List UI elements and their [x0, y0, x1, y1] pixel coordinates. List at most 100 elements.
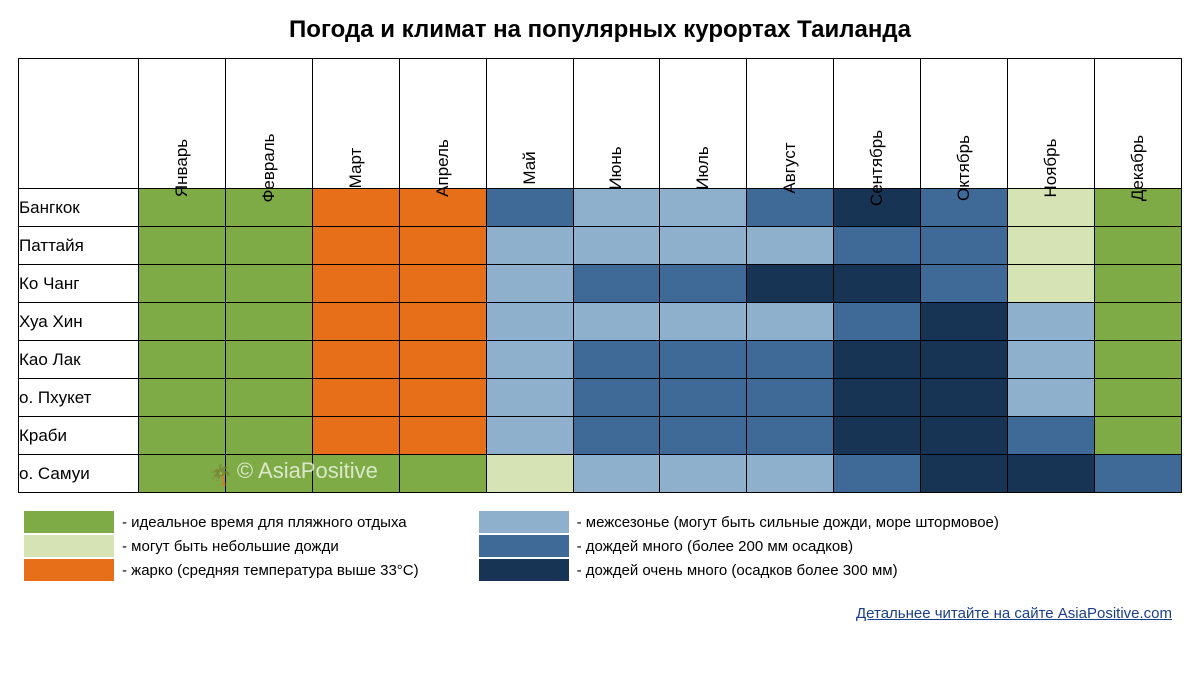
legend-label: - жарко (средняя температура выше 33°С) — [122, 562, 419, 579]
month-header: Август — [747, 59, 834, 189]
heatmap-cell — [921, 341, 1008, 379]
month-label: Ноябрь — [1041, 139, 1061, 198]
heatmap-cell — [1008, 303, 1095, 341]
legend-item: - жарко (средняя температура выше 33°С) — [24, 559, 419, 581]
heatmap-cell — [921, 417, 1008, 455]
heatmap-cell — [747, 265, 834, 303]
heatmap-cell — [1008, 265, 1095, 303]
month-label: Январь — [172, 139, 192, 197]
month-header: Декабрь — [1094, 59, 1181, 189]
heatmap-cell — [399, 227, 486, 265]
heatmap-cell — [312, 379, 399, 417]
heatmap-cell — [312, 227, 399, 265]
heatmap-cell — [1094, 417, 1181, 455]
heatmap-cell — [573, 341, 660, 379]
heatmap-cell — [225, 341, 312, 379]
month-label: Февраль — [259, 133, 279, 202]
legend: - идеальное время для пляжного отдыха - м… — [18, 511, 1182, 581]
heatmap-cell — [747, 379, 834, 417]
table-container: ЯнварьФевральМартАпрельМайИюньИюльАвгуст… — [18, 58, 1182, 493]
corner-cell — [19, 59, 139, 189]
heatmap-cell — [1008, 379, 1095, 417]
legend-left: - идеальное время для пляжного отдыха - м… — [24, 511, 419, 581]
heatmap-cell — [312, 303, 399, 341]
heatmap-cell — [486, 189, 573, 227]
month-header: Сентябрь — [834, 59, 921, 189]
legend-label: - межсезонье (могут быть сильные дожди, … — [577, 514, 999, 531]
heatmap-cell — [399, 455, 486, 493]
month-header: Октябрь — [921, 59, 1008, 189]
month-header: Март — [312, 59, 399, 189]
heatmap-cell — [486, 455, 573, 493]
heatmap-cell — [747, 303, 834, 341]
month-header: Январь — [139, 59, 226, 189]
legend-swatch — [479, 535, 569, 557]
heatmap-cell — [660, 379, 747, 417]
heatmap-cell — [573, 189, 660, 227]
heatmap-cell — [573, 417, 660, 455]
heatmap-cell — [921, 227, 1008, 265]
resort-label: Краби — [19, 417, 139, 455]
legend-item: - дождей очень много (осадков более 300 … — [479, 559, 999, 581]
heatmap-cell — [747, 227, 834, 265]
legend-swatch — [24, 559, 114, 581]
legend-swatch — [24, 511, 114, 533]
heatmap-cell — [486, 341, 573, 379]
legend-item: - дождей много (более 200 мм осадков) — [479, 535, 999, 557]
heatmap-cell — [225, 227, 312, 265]
month-label: Апрель — [433, 139, 453, 197]
heatmap-cell — [747, 189, 834, 227]
month-label: Сентябрь — [867, 130, 887, 206]
heatmap-cell — [921, 265, 1008, 303]
footer-link-wrap: Детальнее читайте на сайте AsiaPositive.… — [18, 605, 1182, 623]
heatmap-cell — [1008, 417, 1095, 455]
table-row: Бангкок — [19, 189, 1182, 227]
heatmap-cell — [921, 303, 1008, 341]
heatmap-cell — [747, 455, 834, 493]
heatmap-cell — [225, 303, 312, 341]
heatmap-cell — [399, 379, 486, 417]
month-label: Декабрь — [1128, 135, 1148, 201]
month-header: Ноябрь — [1008, 59, 1095, 189]
heatmap-cell — [486, 417, 573, 455]
heatmap-cell — [660, 341, 747, 379]
table-row: Краби — [19, 417, 1182, 455]
month-header: Июль — [660, 59, 747, 189]
heatmap-cell — [312, 455, 399, 493]
heatmap-cell — [486, 265, 573, 303]
legend-swatch — [24, 535, 114, 557]
month-label: Июль — [693, 146, 713, 189]
header-row: ЯнварьФевральМартАпрельМайИюньИюльАвгуст… — [19, 59, 1182, 189]
heatmap-cell — [139, 265, 226, 303]
heatmap-cell — [225, 455, 312, 493]
legend-label: - дождей много (более 200 мм осадков) — [577, 538, 854, 555]
legend-label: - могут быть небольшие дожди — [122, 538, 339, 555]
resort-label: о. Пхукет — [19, 379, 139, 417]
heatmap-cell — [399, 265, 486, 303]
heatmap-cell — [139, 379, 226, 417]
heatmap-cell — [399, 417, 486, 455]
heatmap-cell — [573, 379, 660, 417]
resort-label: Бангкок — [19, 189, 139, 227]
heatmap-cell — [1094, 341, 1181, 379]
resort-label: Ко Чанг — [19, 265, 139, 303]
heatmap-cell — [1094, 303, 1181, 341]
heatmap-cell — [834, 265, 921, 303]
month-label: Май — [520, 151, 540, 184]
heatmap-cell — [139, 455, 226, 493]
month-label: Июнь — [606, 146, 626, 189]
details-link[interactable]: Детальнее читайте на сайте AsiaPositive.… — [856, 605, 1172, 622]
heatmap-cell — [573, 455, 660, 493]
heatmap-cell — [834, 417, 921, 455]
legend-label: - идеальное время для пляжного отдыха — [122, 514, 407, 531]
table-row: о. Пхукет — [19, 379, 1182, 417]
resort-label: Хуа Хин — [19, 303, 139, 341]
heatmap-cell — [1094, 227, 1181, 265]
month-header: Июнь — [573, 59, 660, 189]
resort-label: Паттайя — [19, 227, 139, 265]
month-header: Февраль — [225, 59, 312, 189]
heatmap-cell — [573, 227, 660, 265]
heatmap-cell — [660, 303, 747, 341]
heatmap-cell — [225, 417, 312, 455]
month-label: Март — [346, 148, 366, 189]
